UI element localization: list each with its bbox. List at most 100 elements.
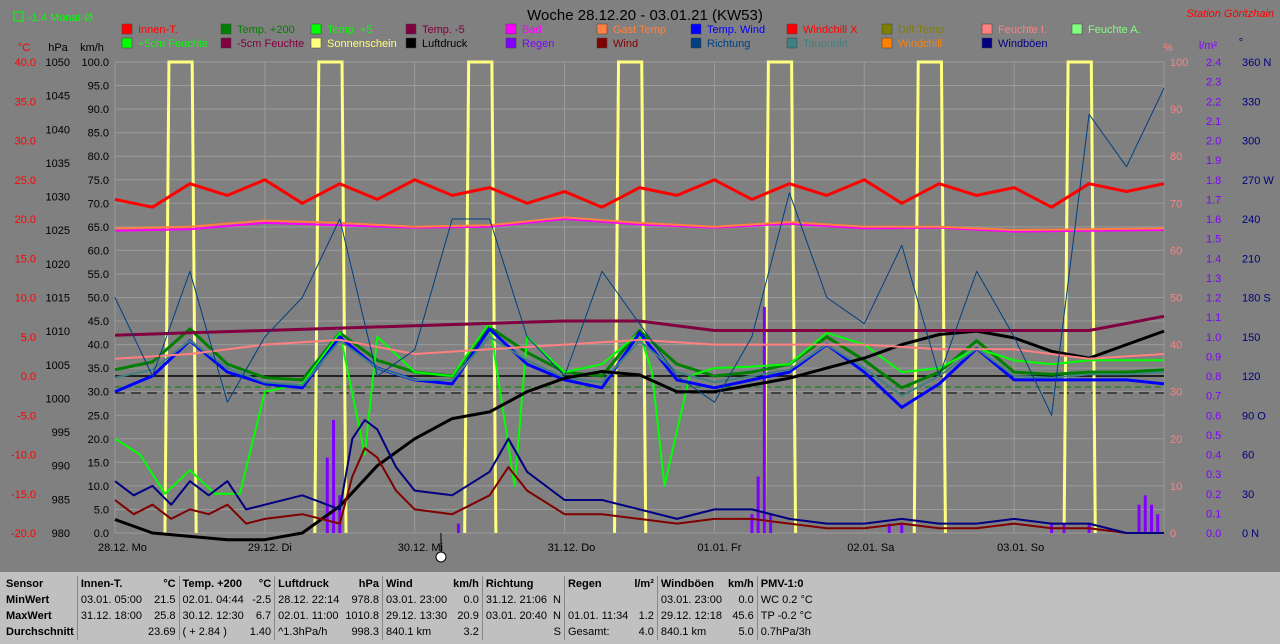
legend-item[interactable]: +5cm Feuchte — [138, 38, 208, 50]
stats-cell-time: 01.01. 11:34 — [563, 608, 632, 624]
axis-tick-rain_lm2: 2.4 — [1206, 57, 1221, 69]
axis-tick-rain_lm2: 2.3 — [1206, 77, 1221, 89]
axis-tick-pressure_hpa: 1050 — [46, 57, 70, 69]
axis-tick-temp_c: 35.0 — [15, 96, 36, 108]
axis-tick-temp_c: 15.0 — [15, 253, 36, 265]
series-line-wind — [114, 447, 1164, 534]
stats-cell-value: 3.2 — [463, 626, 479, 638]
legend-item[interactable]: -5cm Feuchte — [237, 38, 304, 50]
axis-tick-speed_kmh: 70.0 — [88, 198, 109, 210]
rain-bar — [338, 495, 342, 533]
legend-item[interactable]: Innen-T. — [138, 24, 178, 36]
axis-tick-pressure_hpa: 1015 — [46, 293, 70, 305]
legend-item[interactable]: Temp. +5 — [327, 24, 373, 36]
x-axis-day-label: 30.12. Mi — [398, 542, 443, 554]
axis-tick-rain_lm2: 1.0 — [1206, 332, 1221, 344]
axis-tick-speed_kmh: 50.0 — [88, 293, 109, 305]
legend-item[interactable]: Sonnenschein — [327, 38, 397, 50]
chart-axes: 40.0 35.0 30.0 25.0 20.0 15.0 10.0 5.0 0.0 -5.0 -1… — [11, 57, 1274, 554]
axis-tick-speed_kmh: 85.0 — [88, 128, 109, 140]
legend-item[interactable]: Taupunkt — [803, 38, 848, 50]
legend-swatch — [596, 23, 608, 35]
rain-bar — [900, 523, 904, 533]
stats-cell-time: TP -0.2 °C — [756, 608, 816, 624]
legend-item[interactable]: Luftdruck — [422, 38, 468, 50]
series-line-richtung — [114, 87, 1165, 416]
axis-tick-pressure_hpa: 1040 — [46, 124, 70, 136]
rain-bar — [887, 523, 891, 533]
axis-tick-pressure_hpa: 1045 — [46, 91, 70, 103]
stats-cell-time: 840.1 km — [656, 624, 726, 640]
legend-item[interactable]: Windchill — [898, 38, 942, 50]
stats-cell-value: 23.69 — [148, 626, 176, 638]
stats-cell-time: 03.01. 20:40 — [481, 608, 550, 624]
stats-cell-time: 03.01. 05:00 — [76, 592, 146, 608]
axis-tick-humidity_pct: 80 — [1170, 151, 1182, 163]
stats-cell-value — [816, 624, 822, 640]
legend-item[interactable]: Wind — [613, 38, 638, 50]
legend-item[interactable]: Gast Temp — [613, 24, 666, 36]
legend-item[interactable]: Regen — [522, 38, 554, 50]
axis-tick-speed_kmh: 20.0 — [88, 434, 109, 446]
series-line-innen-t — [114, 178, 1165, 209]
stats-header: Wind — [381, 576, 451, 592]
legend-swatch — [405, 23, 417, 35]
legend-item[interactable]: Windchill X — [803, 24, 858, 36]
legend-item[interactable]: Bad — [522, 24, 542, 36]
axis-tick-rain_lm2: 2.2 — [1206, 96, 1221, 108]
stats-cell-value: -2.5 — [252, 594, 272, 606]
axis-tick-rain_lm2: 1.4 — [1206, 253, 1221, 265]
axis-tick-rain_lm2: 1.7 — [1206, 194, 1221, 206]
stats-cell-value — [816, 608, 822, 624]
series-line-gast-temp — [114, 216, 1165, 231]
stats-header: Innen-T. — [76, 576, 146, 592]
stats-cell-value: 0.0 — [738, 594, 754, 606]
stats-cell-time: 03.01. 23:00 — [656, 592, 726, 608]
axis-tick-rain_lm2: 1.8 — [1206, 175, 1221, 187]
axis-tick-rain_lm2: 2.1 — [1206, 116, 1221, 128]
axis-tick-speed_kmh: 30.0 — [88, 387, 109, 399]
rain-bar — [750, 514, 754, 533]
stats-header-unit: km/h — [728, 578, 754, 590]
legend-item[interactable]: Windböen — [998, 38, 1048, 50]
series-line-feuchte-i — [114, 338, 1165, 360]
chart-legend: Innen-T. Temp. +200 Temp. +5 Temp. -5 Bad Gas… — [121, 23, 1141, 50]
stats-header: Windböen — [656, 576, 726, 592]
axis-tick-rain_lm2: 1.6 — [1206, 214, 1221, 226]
axis-tick-speed_kmh: 75.0 — [88, 175, 109, 187]
axis-tick-speed_kmh: 100.0 — [81, 57, 109, 69]
legend-swatch — [121, 23, 133, 35]
legend-item[interactable]: Feuchte A. — [1088, 24, 1141, 36]
legend-item[interactable]: Temp. +200 — [237, 24, 295, 36]
legend-item[interactable]: Temp. Wind — [707, 24, 765, 36]
legend-swatch — [220, 23, 232, 35]
legend-item[interactable]: Diff Temp. — [898, 24, 947, 36]
stats-header-unit: l/m² — [634, 578, 654, 590]
stats-header-unit — [816, 576, 822, 592]
stats-header-unit: km/h — [453, 578, 479, 590]
axis-tick-rain_lm2: 0.0 — [1206, 528, 1221, 540]
axis-tick-rain_lm2: 1.3 — [1206, 273, 1221, 285]
axis-tick-direction_deg: 60 — [1242, 450, 1254, 462]
axis-tick-temp_c: -10.0 — [11, 450, 36, 462]
axis-tick-rain_lm2: 0.6 — [1206, 410, 1221, 422]
legend-swatch — [786, 23, 798, 35]
axis-tick-rain_lm2: 0.8 — [1206, 371, 1221, 383]
stats-cell-value: S — [553, 626, 561, 638]
sunshine-block — [463, 60, 498, 534]
legend-swatch — [405, 37, 417, 49]
axis-tick-humidity_pct: 100 — [1170, 57, 1188, 69]
rain-bar — [456, 523, 460, 533]
stats-cell-value: 5.0 — [738, 626, 754, 638]
axis-tick-direction_deg: 210 — [1242, 253, 1260, 265]
stats-cell-value: 1.2 — [638, 610, 654, 622]
legend-item[interactable]: Temp. -5 — [422, 24, 465, 36]
axis-tick-speed_kmh: 80.0 — [88, 151, 109, 163]
legend-item[interactable]: Richtung — [707, 38, 750, 50]
axis-tick-speed_kmh: 55.0 — [88, 269, 109, 281]
series-line-windb-en — [114, 419, 1164, 534]
time-cursor-handle[interactable] — [435, 551, 447, 563]
axis-tick-speed_kmh: 25.0 — [88, 410, 109, 422]
legend-item[interactable]: Feuchte I. — [998, 24, 1047, 36]
series-line-temp-200 — [114, 325, 1165, 390]
